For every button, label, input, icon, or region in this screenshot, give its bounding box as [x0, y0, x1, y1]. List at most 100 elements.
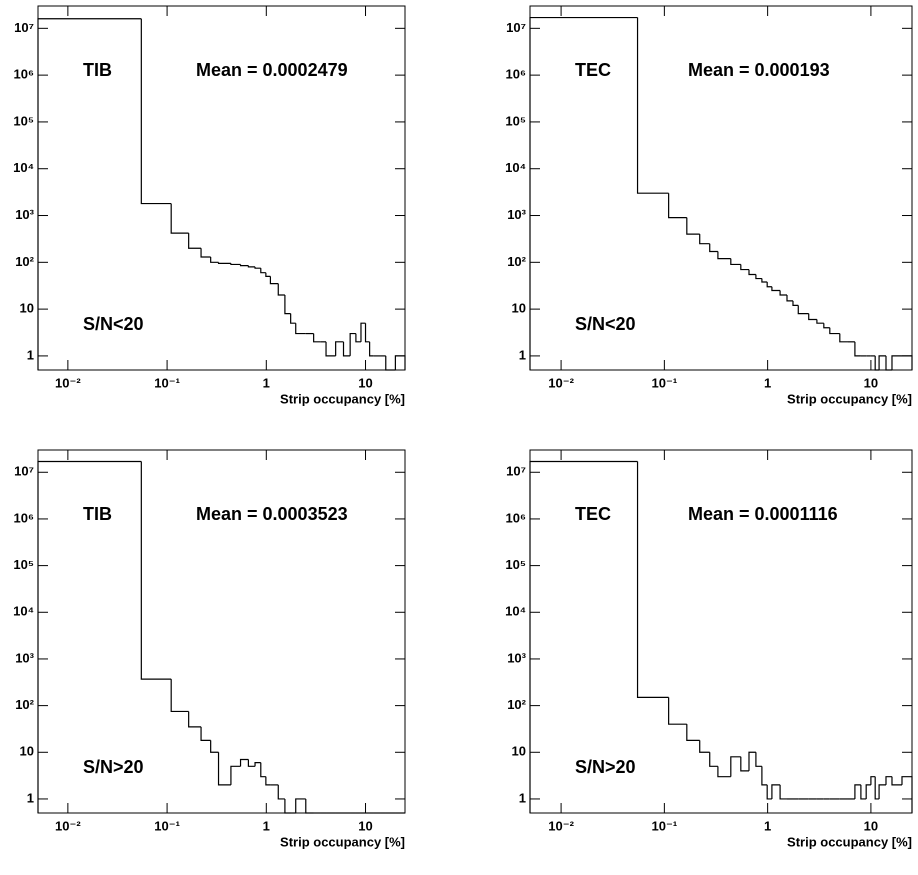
histogram-bin	[37, 18, 142, 370]
histogram-bin	[839, 333, 848, 343]
histogram-bin	[766, 784, 772, 800]
histogram-bin	[200, 248, 211, 258]
y-tick-label: 10⁴	[13, 604, 34, 619]
histogram-bin	[335, 341, 344, 356]
y-tick-label: 10⁶	[506, 67, 526, 82]
x-axis-label: Strip occupancy [%]	[787, 834, 912, 849]
y-tick-label: 10²	[15, 254, 34, 269]
y-tick-label: 1	[519, 790, 526, 805]
histogram-bin	[636, 461, 669, 698]
x-tick-label: 10	[358, 375, 372, 390]
histogram-bin	[874, 355, 880, 371]
histogram-bin	[870, 776, 876, 785]
histogram-bin	[854, 341, 861, 357]
y-tick-label: 10³	[15, 650, 34, 665]
histogram-bin	[761, 278, 768, 283]
histogram-bin	[140, 461, 172, 680]
x-tick-label: 1	[263, 375, 270, 390]
histogram-bin	[878, 784, 886, 799]
x-tick-label: 10⁻¹	[154, 818, 180, 833]
histogram-bin	[860, 784, 867, 800]
histogram-bin	[829, 327, 840, 335]
histogram-bin	[140, 18, 172, 205]
y-tick-label: 10	[512, 301, 526, 316]
detector-label: TEC	[575, 60, 611, 80]
histogram-bin	[260, 268, 266, 274]
histogram-bin	[364, 323, 370, 343]
x-tick-label: 1	[764, 818, 771, 833]
x-tick-label: 1	[764, 375, 771, 390]
x-tick-label: 10	[864, 818, 878, 833]
histogram-bin	[779, 290, 787, 296]
x-tick-label: 10	[864, 375, 878, 390]
y-tick-label: 10⁵	[505, 113, 526, 128]
detector-label: TEC	[575, 504, 611, 524]
histogram-bin	[885, 355, 892, 371]
y-tick-label: 10²	[507, 697, 526, 712]
histogram-bin	[717, 251, 731, 260]
x-axis-label: Strip occupancy [%]	[280, 391, 405, 406]
histogram-bin	[717, 766, 731, 778]
y-tick-label: 10³	[507, 207, 526, 222]
histogram-bin	[686, 724, 700, 741]
histogram-bin	[755, 752, 762, 767]
x-tick-label: 1	[263, 818, 270, 833]
histogram-bin	[295, 323, 306, 335]
histogram-bin	[265, 272, 271, 278]
histogram-bin	[891, 355, 902, 370]
histogram-bin	[313, 333, 321, 343]
mean-label: Mean = 0.000193	[688, 60, 830, 80]
histogram-bin	[668, 193, 687, 219]
histogram-bin	[284, 295, 291, 315]
x-tick-label: 10	[358, 818, 372, 833]
mean-label: Mean = 0.0002479	[196, 60, 348, 80]
histogram-bin	[740, 756, 749, 772]
histogram-bin	[325, 341, 336, 357]
y-tick-label: 10⁵	[505, 557, 526, 572]
x-tick-label: 10⁻²	[548, 818, 574, 833]
y-tick-label: 10²	[507, 254, 526, 269]
histogram-bin	[755, 274, 762, 280]
histogram-bin	[217, 262, 231, 264]
x-tick-label: 10⁻¹	[154, 375, 180, 390]
y-tick-label: 10⁴	[13, 160, 34, 175]
histogram-bin	[740, 264, 749, 271]
histogram-bin	[709, 243, 718, 253]
histogram-bin	[686, 217, 700, 235]
cut-label: S/N<20	[575, 314, 636, 334]
cut-label: S/N>20	[83, 757, 144, 777]
y-tick-label: 10⁵	[13, 557, 34, 572]
detector-label: TIB	[83, 504, 112, 524]
y-tick-label: 10⁴	[505, 160, 526, 175]
histogram-bin	[394, 355, 406, 370]
histogram-bin	[369, 341, 374, 357]
y-tick-label: 1	[27, 347, 34, 362]
y-tick-label: 10⁶	[506, 510, 526, 525]
y-tick-label: 10³	[15, 207, 34, 222]
histogram-bin	[230, 263, 241, 266]
cut-label: S/N<20	[83, 314, 144, 334]
histogram-bin	[808, 313, 817, 321]
detector-label: TIB	[83, 60, 112, 80]
histogram-bin	[247, 759, 256, 767]
y-tick-label: 10	[20, 301, 34, 316]
histogram-bin	[360, 322, 366, 342]
histogram-bin	[188, 711, 202, 728]
histogram-bin	[636, 17, 669, 194]
histogram-bin	[761, 766, 768, 786]
histogram-bin	[748, 751, 756, 771]
histogram-bin	[254, 762, 261, 767]
histogram-bin	[254, 266, 261, 269]
histogram-bin	[792, 300, 799, 307]
y-tick-label: 10⁶	[14, 67, 34, 82]
histogram-bin	[771, 784, 781, 799]
x-axis-label: Strip occupancy [%]	[280, 834, 405, 849]
histogram-bin	[699, 740, 710, 753]
x-tick-label: 10⁻¹	[652, 375, 678, 390]
x-tick-label: 10⁻¹	[652, 818, 678, 833]
histogram-bin	[200, 726, 211, 741]
histogram-bin	[885, 776, 892, 785]
y-tick-label: 10⁷	[506, 20, 526, 35]
y-tick-label: 10⁴	[505, 604, 526, 619]
histogram-bin	[385, 355, 396, 371]
